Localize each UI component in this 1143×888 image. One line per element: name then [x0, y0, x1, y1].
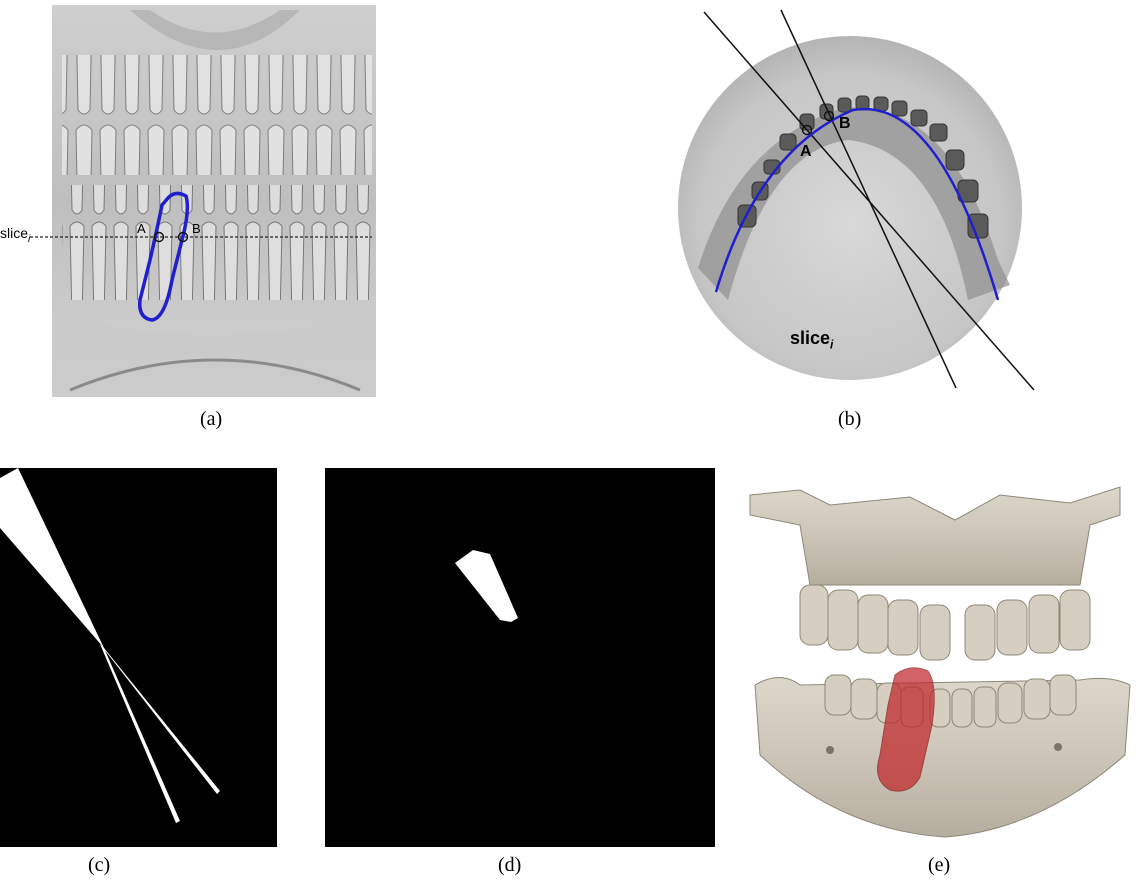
point-a-label: A — [137, 221, 146, 236]
slice-label-a: slicei — [0, 225, 31, 245]
segmentation-mask-image — [325, 468, 715, 847]
point-b-label: B — [192, 221, 201, 236]
mask-background — [325, 468, 715, 847]
caption-e: (e) — [928, 854, 951, 876]
wedge-branch-left — [100, 644, 180, 823]
slice-label-b: slicei — [790, 328, 834, 352]
wedge-upper — [0, 468, 104, 648]
lower-teeth — [62, 185, 372, 300]
line-through-b — [780, 9, 957, 389]
caption-d: (d) — [498, 854, 522, 876]
panel-d — [325, 468, 715, 847]
highlighted-tooth — [877, 667, 935, 792]
point-a-marker — [801, 124, 813, 136]
point-b-marker — [177, 231, 189, 243]
panel-b: A B slicei — [668, 0, 1048, 400]
jaw-arch — [698, 107, 1010, 300]
upper-teeth — [62, 55, 372, 175]
point-b-marker — [823, 110, 835, 122]
wedge-branch-right — [100, 644, 220, 794]
panel-c — [0, 468, 277, 847]
point-a-label: A — [800, 143, 812, 160]
segmented-region — [455, 550, 518, 622]
caption-a: (a) — [200, 408, 223, 430]
arch-curve — [714, 107, 1000, 301]
panel-e — [740, 455, 1143, 847]
point-b-label: B — [839, 115, 851, 132]
tooth-contour — [138, 191, 190, 322]
ct-field-of-view — [678, 36, 1022, 380]
caption-c: (c) — [88, 854, 111, 876]
maxilla — [749, 486, 1121, 586]
point-a-marker — [153, 231, 165, 243]
panoramic-image — [30, 5, 376, 397]
caption-b: (b) — [838, 408, 862, 430]
axial-slice-image — [678, 9, 1035, 391]
wedge-mask-image — [0, 468, 277, 847]
3d-render-image — [749, 486, 1131, 838]
panel-a: slicei A B — [0, 0, 400, 400]
